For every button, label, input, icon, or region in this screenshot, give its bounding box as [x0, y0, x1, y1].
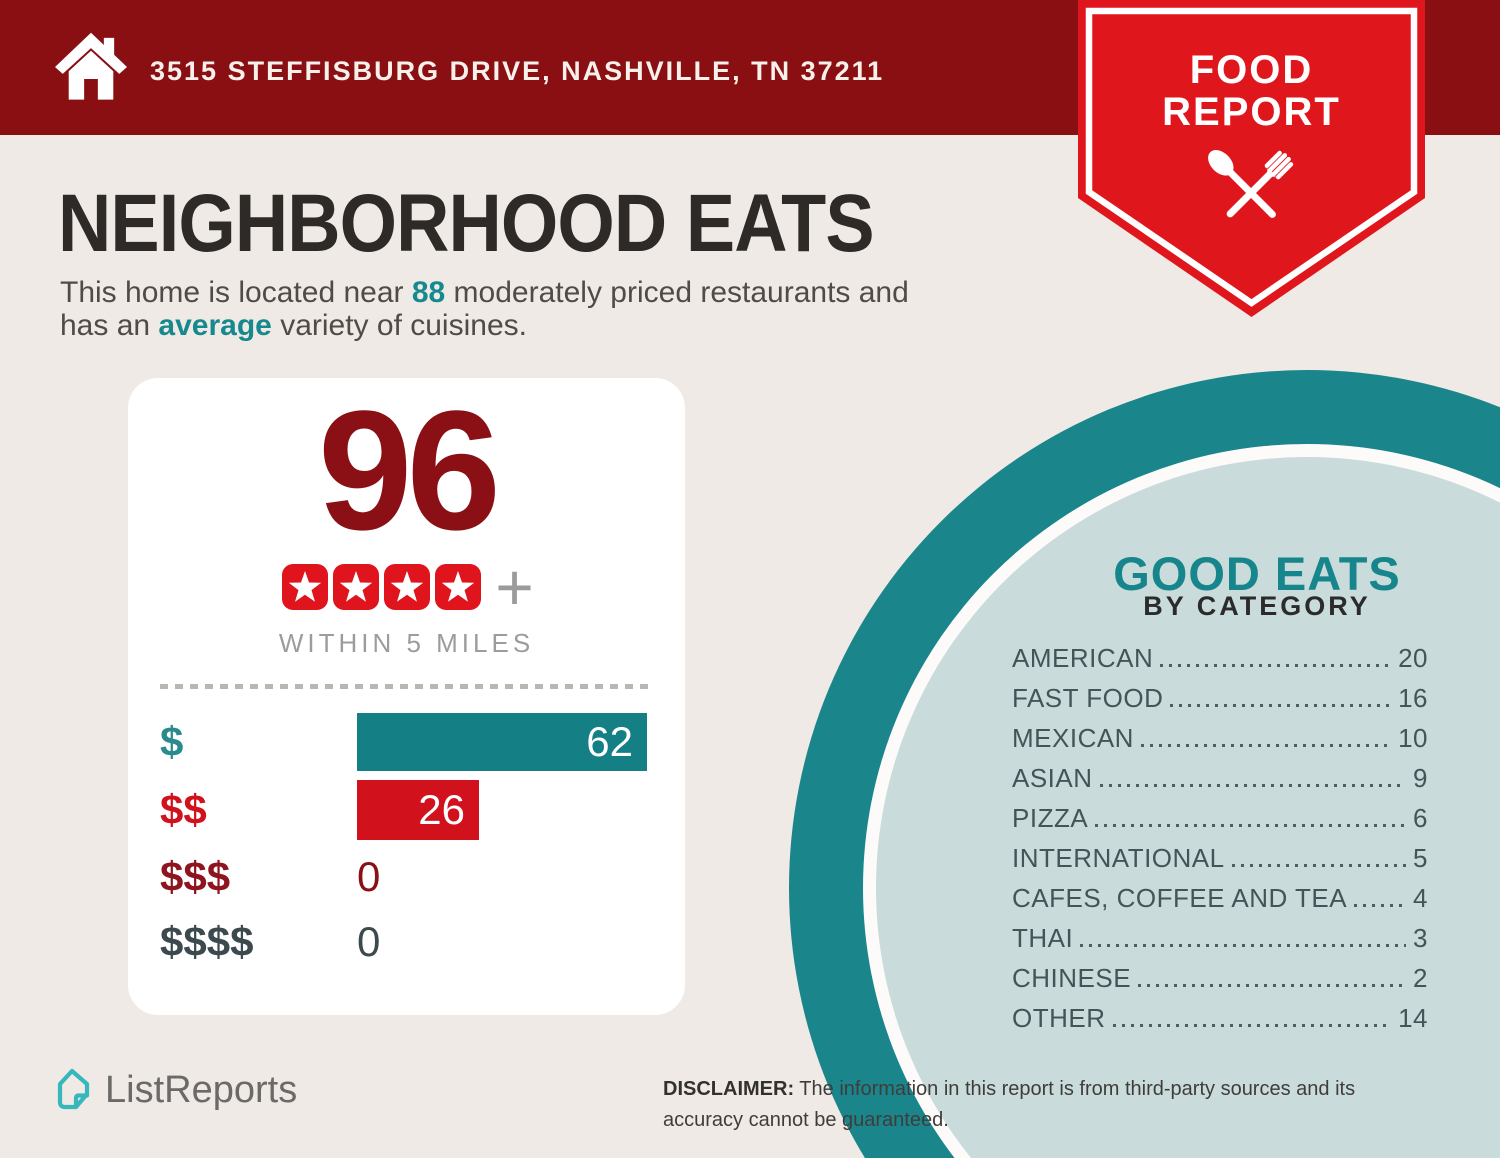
category-value: 10	[1398, 722, 1428, 753]
category-value: 20	[1398, 642, 1428, 673]
category-row: AMERICAN 20	[1012, 638, 1428, 678]
star-icon	[383, 564, 430, 610]
category-row: PIZZA 6	[1012, 798, 1428, 838]
intro-text: This home is located near 88 moderately …	[60, 276, 1060, 342]
listreports-logo: ListReports	[56, 1068, 297, 1112]
brand-name: ListReports	[105, 1068, 298, 1111]
category-row: CAFES, COFFEE AND TEA 4	[1012, 878, 1428, 918]
category-list: AMERICAN 20 FAST FOOD 16 MEXICAN 10 ASIAN 9 PIZZ…	[1012, 638, 1428, 1038]
page-title: NEIGHBORHOOD EATS	[58, 178, 875, 269]
price-tier-label: $	[160, 718, 184, 765]
dotted-divider	[160, 684, 648, 689]
category-label: AMERICAN	[1012, 642, 1154, 673]
disclaimer-label: DISCLAIMER:	[663, 1078, 795, 1100]
dotted-leader	[1099, 783, 1407, 787]
intro-line2-post: variety of cuisines.	[271, 309, 527, 342]
bar-value: 26	[418, 786, 465, 833]
price-tier-row: $$$$ 0	[160, 912, 665, 972]
score-card: 96 + WITHIN 5 MILES $62 $$ 26 $$$ 0 $$$$ 0	[128, 378, 685, 1015]
category-label: OTHER	[1012, 1002, 1106, 1033]
intro-line1-post: moderately priced restaurants and	[445, 276, 909, 309]
category-value: 9	[1413, 762, 1428, 793]
property-address: 3515 STEFFISBURG DRIVE, NASHVILLE, TN 37…	[150, 56, 885, 86]
star-icon	[434, 564, 481, 610]
dotted-leader	[1080, 943, 1407, 947]
intro-line2-pre: has an	[60, 309, 159, 342]
ribbon-shape	[1078, 0, 1425, 317]
category-value: 16	[1398, 682, 1428, 713]
price-tier-row: $62	[160, 713, 665, 771]
category-label: ASIAN	[1012, 762, 1093, 793]
category-value: 5	[1413, 842, 1428, 873]
plus-icon: +	[495, 550, 534, 624]
listreports-icon	[57, 1068, 90, 1110]
category-value: 6	[1413, 802, 1428, 833]
food-score: 96	[317, 376, 501, 566]
food-report-ribbon: FOOD REPORT	[1078, 0, 1425, 320]
category-label: FAST FOOD	[1012, 682, 1164, 713]
bar-value-zero: 0	[357, 918, 381, 965]
price-tier-bar: 62	[357, 713, 647, 771]
price-tier-row: $$ 26	[160, 780, 665, 840]
variety-highlight: average	[158, 309, 272, 342]
category-row: THAI 3	[1012, 918, 1428, 958]
ribbon-title-line2: REPORT	[1162, 90, 1341, 134]
price-tier-label: $$$	[160, 853, 231, 900]
category-value: 4	[1413, 882, 1428, 913]
radius-label: WITHIN 5 MILES	[278, 628, 535, 658]
intro-line1-pre: This home is located near	[60, 276, 412, 309]
disclaimer-text: The information in this report is from t…	[663, 1078, 1356, 1131]
price-tier-bar: 26	[357, 780, 479, 840]
star-icon	[281, 564, 328, 610]
star-rating: +	[128, 550, 685, 624]
category-row: OTHER 14	[1012, 998, 1428, 1038]
category-row: FAST FOOD 16	[1012, 678, 1428, 718]
dotted-leader	[1170, 703, 1392, 707]
category-value: 14	[1398, 1002, 1428, 1033]
price-tier-row: $$$ 0	[160, 847, 665, 907]
category-label: PIZZA	[1012, 802, 1089, 833]
category-value: 2	[1413, 962, 1428, 993]
good-eats-subtitle: BY CATEGORY	[1143, 591, 1371, 621]
dotted-leader	[1112, 1023, 1392, 1027]
dotted-leader	[1160, 663, 1392, 667]
price-tier-label: $$$$	[160, 918, 254, 965]
crossed-spoon-fork-icon	[1208, 150, 1294, 218]
category-label: CAFES, COFFEE AND TEA	[1012, 882, 1348, 913]
dotted-leader	[1140, 743, 1392, 747]
disclaimer: DISCLAIMER: The information in this repo…	[663, 1074, 1423, 1136]
category-row: CHINESE 2	[1012, 958, 1428, 998]
category-value: 3	[1413, 922, 1428, 953]
category-row: INTERNATIONAL 5	[1012, 838, 1428, 878]
dotted-leader	[1095, 823, 1407, 827]
category-label: THAI	[1012, 922, 1074, 953]
category-label: MEXICAN	[1012, 722, 1134, 753]
dotted-leader	[1138, 983, 1407, 987]
star-icon	[332, 564, 379, 610]
restaurant-count: 88	[411, 276, 446, 309]
home-icon	[55, 32, 127, 100]
price-tier-label: $$	[160, 786, 207, 833]
category-label: INTERNATIONAL	[1012, 842, 1225, 873]
category-row: ASIAN 9	[1012, 758, 1428, 798]
dotted-leader	[1231, 863, 1407, 867]
bar-value-zero: 0	[357, 853, 381, 900]
category-label: CHINESE	[1012, 962, 1132, 993]
category-row: MEXICAN 10	[1012, 718, 1428, 758]
dotted-leader	[1354, 903, 1407, 907]
good-eats-title: GOOD EATS	[1113, 547, 1401, 600]
bar-value: 62	[586, 718, 633, 765]
ribbon-title-line1: FOOD	[1189, 48, 1314, 92]
